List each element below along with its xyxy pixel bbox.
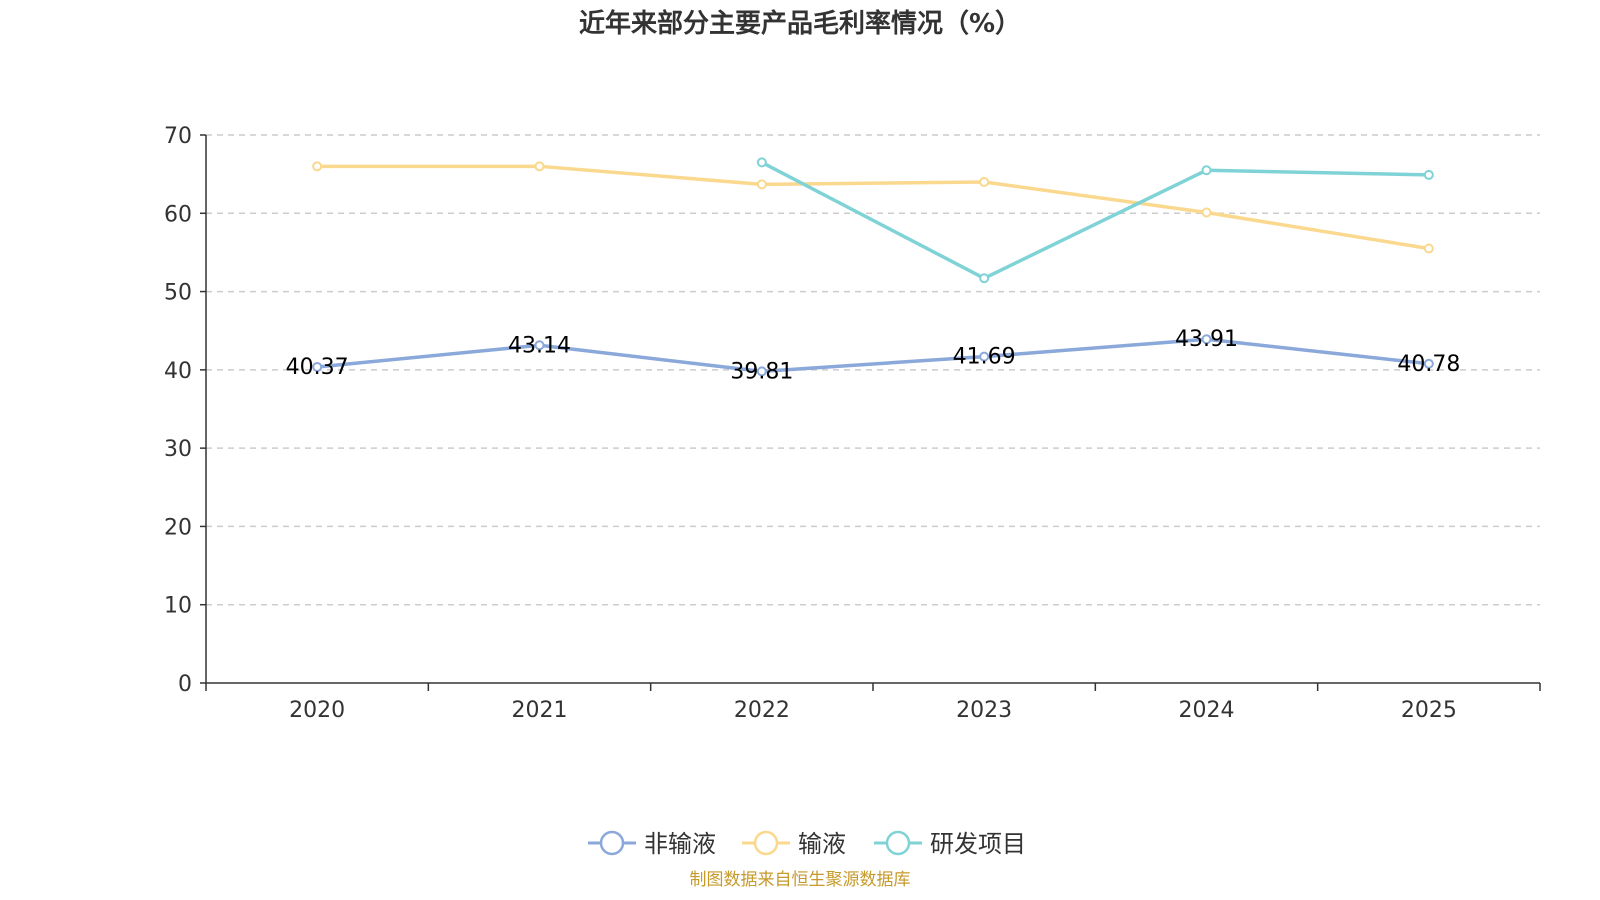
x-tick-label: 2025: [1401, 698, 1457, 723]
data-point: [756, 366, 767, 377]
series-line-1: [316, 337, 1430, 374]
series-line-2: [317, 164, 1430, 251]
y-tick-label: 50: [164, 281, 192, 306]
x-tick-label: 2022: [734, 698, 790, 723]
data-label: 41.69: [953, 345, 1016, 370]
data-point: [979, 176, 990, 187]
data-point: [534, 340, 545, 351]
legend-swatch-marker: [599, 830, 625, 856]
data-point: [1201, 207, 1212, 218]
x-tick-label: 2020: [289, 698, 345, 723]
y-tick-label: 40: [164, 359, 192, 384]
legend-swatch-marker: [885, 830, 911, 856]
data-point: [312, 361, 323, 372]
data-point: [756, 179, 767, 190]
y-tick-label: 70: [164, 124, 192, 149]
data-point: [1201, 165, 1212, 176]
data-point: [312, 161, 323, 172]
y-tick-label: 0: [178, 672, 192, 697]
data-point: [1423, 243, 1434, 254]
data-point: [1423, 358, 1434, 369]
data-label: 40.78: [1397, 352, 1460, 377]
source-note: 制图数据来自恒生聚源数据库: [690, 870, 911, 890]
series-line-3: [761, 160, 1429, 281]
legend-label: 非输液: [644, 830, 716, 858]
legend-label: 输液: [798, 830, 846, 858]
data-label: 43.91: [1175, 327, 1238, 352]
y-tick-label: 20: [164, 515, 192, 540]
data-point: [1423, 169, 1434, 180]
series-lines: [312, 157, 1434, 377]
axes: 0 10 20 30 40 50 60 70 2020 2021 2022 2023 2024 2025: [164, 124, 1541, 723]
x-tick-label: 2021: [512, 698, 568, 723]
data-label: 40.37: [286, 355, 349, 380]
y-tick-label: 60: [164, 202, 192, 227]
data-label: 43.14: [508, 333, 571, 358]
grid-lines: [206, 134, 1540, 606]
legend-label: 研发项目: [930, 830, 1026, 858]
data-point: [756, 157, 767, 168]
data-point: [1201, 334, 1212, 345]
data-labels: 40.37 43.14 39.81 41.69 43.91 40.78: [286, 327, 1461, 384]
y-tick-label: 30: [164, 437, 192, 462]
x-tick-label: 2024: [1179, 698, 1235, 723]
x-tick-label: 2023: [956, 698, 1012, 723]
y-tick-label: 10: [164, 594, 192, 619]
legend: 非输液 输液 研发项目: [588, 830, 1026, 858]
chart-title: 近年来部分主要产品毛利率情况（%）: [579, 8, 1021, 39]
data-point: [979, 273, 990, 284]
data-point: [534, 161, 545, 172]
data-point: [979, 351, 990, 362]
data-label: 39.81: [730, 359, 793, 384]
legend-swatch-marker: [753, 830, 779, 856]
